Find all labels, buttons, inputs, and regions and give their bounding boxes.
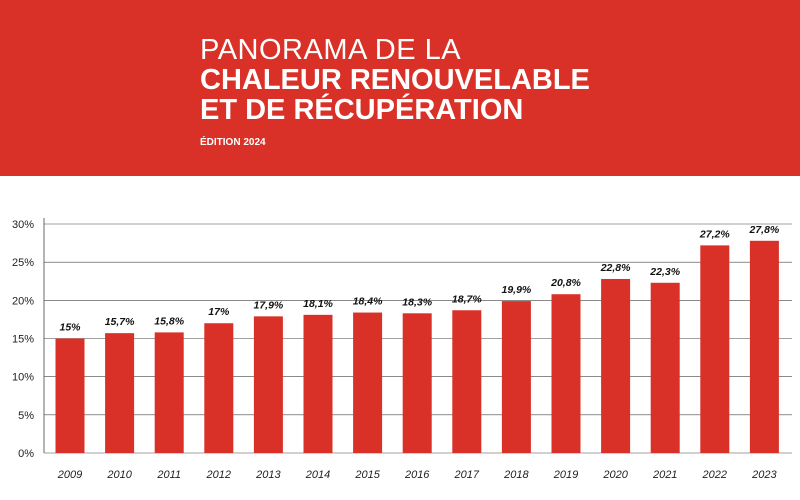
bar: [700, 245, 730, 453]
data-label: 15,7%: [105, 316, 135, 328]
data-label: 22,3%: [649, 266, 680, 278]
title-line-1: PANORAMA DE LA: [200, 34, 462, 66]
data-label: 18,3%: [402, 296, 432, 308]
x-tick-label: 2014: [305, 469, 330, 481]
bar-chart: 0% 5% 10% 15% 20% 25% 30% 15% 2009 15,7% 2010 15,8%…: [12, 218, 792, 481]
data-label: 20,8%: [550, 277, 581, 289]
data-label: 17,9%: [254, 299, 284, 311]
x-tick-label: 2021: [652, 469, 677, 481]
x-tick-label: 2010: [106, 469, 132, 481]
x-tick-label: 2017: [454, 469, 480, 481]
x-tick-label: 2012: [206, 469, 231, 481]
x-tick-label: 2019: [553, 469, 578, 481]
data-label: 18,4%: [353, 296, 383, 308]
y-tick-label: 30%: [12, 219, 34, 231]
bar: [551, 294, 581, 453]
y-tick-label: 20%: [12, 295, 34, 307]
header-banner: PANORAMA DE LA CHALEUR RENOUVELABLE ET D…: [0, 0, 800, 176]
data-label: 15,8%: [154, 315, 184, 327]
x-tick-label: 2016: [404, 469, 430, 481]
bar: [501, 301, 531, 453]
bar: [204, 323, 234, 453]
x-tick-label: 2020: [602, 469, 628, 481]
bar: [253, 316, 283, 453]
y-tick-label: 5%: [18, 410, 34, 422]
bar: [749, 240, 779, 453]
edition-label: ÉDITION 2024: [200, 137, 266, 148]
x-tick-label: 2018: [503, 469, 529, 481]
y-tick-label: 15%: [12, 334, 34, 346]
y-tick-label: 10%: [12, 372, 34, 384]
y-tick-label: 25%: [12, 257, 34, 269]
bar: [303, 314, 333, 453]
data-label: 18,7%: [452, 293, 482, 305]
bar: [452, 310, 482, 453]
y-tick-label: 0%: [18, 448, 34, 460]
bar: [402, 313, 432, 453]
title-line-3: ET DE RÉCUPÉRATION: [200, 94, 524, 126]
data-label: 19,9%: [502, 284, 532, 296]
x-tick-label: 2013: [255, 469, 281, 481]
x-tick-label: 2023: [751, 469, 777, 481]
title-line-2: CHALEUR RENOUVELABLE: [200, 64, 590, 96]
data-label: 15%: [59, 322, 81, 334]
x-tick-label: 2011: [156, 469, 181, 481]
bar: [55, 338, 85, 453]
bar: [154, 332, 184, 453]
bar: [353, 312, 383, 453]
x-tick-label: 2009: [57, 469, 82, 481]
data-label: 17%: [208, 306, 230, 318]
data-label: 22,8%: [600, 262, 631, 274]
bar: [650, 282, 680, 453]
data-label: 27,2%: [699, 228, 730, 240]
data-label: 27,8%: [749, 224, 780, 236]
data-label: 18,1%: [303, 298, 333, 310]
x-tick-label: 2015: [354, 469, 380, 481]
x-tick-label: 2022: [702, 469, 727, 481]
bar: [105, 333, 135, 453]
bar: [601, 278, 631, 453]
